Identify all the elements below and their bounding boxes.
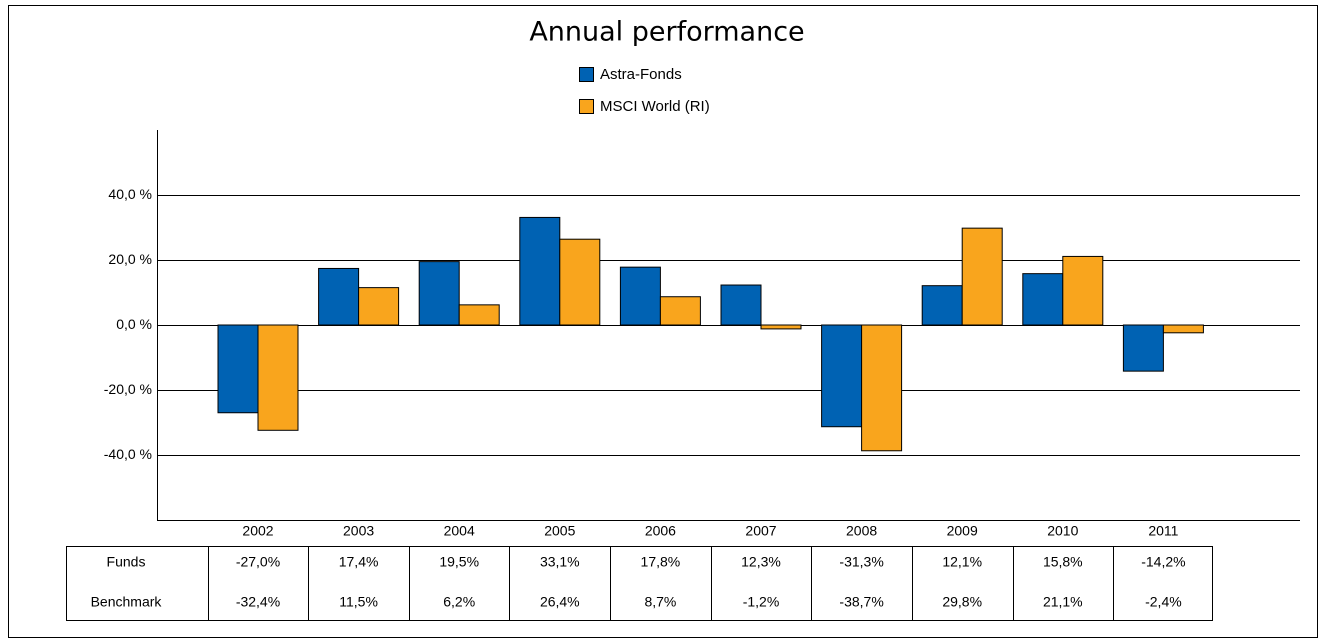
bar [1162, 324, 1204, 334]
x-tick-label: 2008 [846, 523, 877, 539]
bar [559, 238, 601, 326]
y-tick-label: 20,0 % [108, 251, 152, 267]
bar [1022, 273, 1064, 326]
x-tick-label: 2010 [1047, 523, 1078, 539]
table-cell: 29,8% [942, 594, 982, 610]
data-table [66, 546, 1213, 621]
x-tick-label: 2003 [343, 523, 374, 539]
table-cell: -14,2% [1141, 554, 1185, 570]
table-cell: 15,8% [1043, 554, 1083, 570]
bar [458, 304, 500, 326]
bar [217, 324, 259, 414]
table-cell: -32,4% [236, 594, 280, 610]
table-cell: -1,2% [743, 594, 780, 610]
table-row-label: Funds [107, 554, 146, 570]
bar [821, 324, 863, 428]
bar [861, 324, 903, 452]
bar [519, 216, 561, 326]
table-cell: 21,1% [1043, 594, 1083, 610]
table-cell: 11,5% [339, 594, 378, 610]
bar [418, 261, 460, 326]
table-cell: -27,0% [236, 554, 280, 570]
bar [659, 296, 701, 326]
table-cell: 12,1% [942, 554, 982, 570]
x-tick-label: 2004 [444, 523, 475, 539]
table-row-label: Benchmark [91, 594, 163, 610]
table-cell: 26,4% [540, 594, 580, 610]
frame [8, 5, 1318, 638]
bar [1062, 255, 1104, 326]
x-tick-label: 2006 [645, 523, 676, 539]
table-cell: 33,1% [540, 554, 580, 570]
y-tick-label: 0,0 % [116, 316, 152, 332]
table-cell: -2,4% [1145, 594, 1182, 610]
x-tick-label: 2007 [745, 523, 776, 539]
legend-swatch [579, 99, 594, 114]
bar [619, 266, 661, 326]
bar [760, 324, 802, 330]
bar [318, 267, 360, 326]
bar [961, 227, 1003, 326]
x-tick-label: 2005 [544, 523, 575, 539]
table-cell: 19,5% [439, 554, 479, 570]
x-tick-label: 2002 [242, 523, 273, 539]
table-cell: -38,7% [839, 594, 883, 610]
table-cell: -31,3% [839, 554, 883, 570]
bar [720, 284, 762, 326]
chart-title: Annual performance [529, 17, 804, 48]
y-tick-label: -20,0 % [104, 381, 152, 397]
table-cell: 12,3% [741, 554, 781, 570]
bar [257, 324, 299, 431]
legend-swatch [579, 67, 594, 82]
bar [1122, 324, 1164, 372]
legend-label: MSCI World (RI) [600, 98, 710, 115]
y-tick-label: 40,0 % [108, 186, 152, 202]
bar [921, 285, 963, 326]
legend-label: Astra-Fonds [600, 66, 682, 83]
table-cell: 8,7% [644, 594, 676, 610]
x-tick-label: 2011 [1148, 523, 1178, 539]
x-tick-label: 2009 [947, 523, 978, 539]
table-cell: 17,4% [339, 554, 379, 570]
y-tick-label: -40,0 % [104, 446, 152, 462]
bar [358, 287, 400, 326]
table-cell: 17,8% [641, 554, 681, 570]
table-cell: 6,2% [443, 594, 475, 610]
